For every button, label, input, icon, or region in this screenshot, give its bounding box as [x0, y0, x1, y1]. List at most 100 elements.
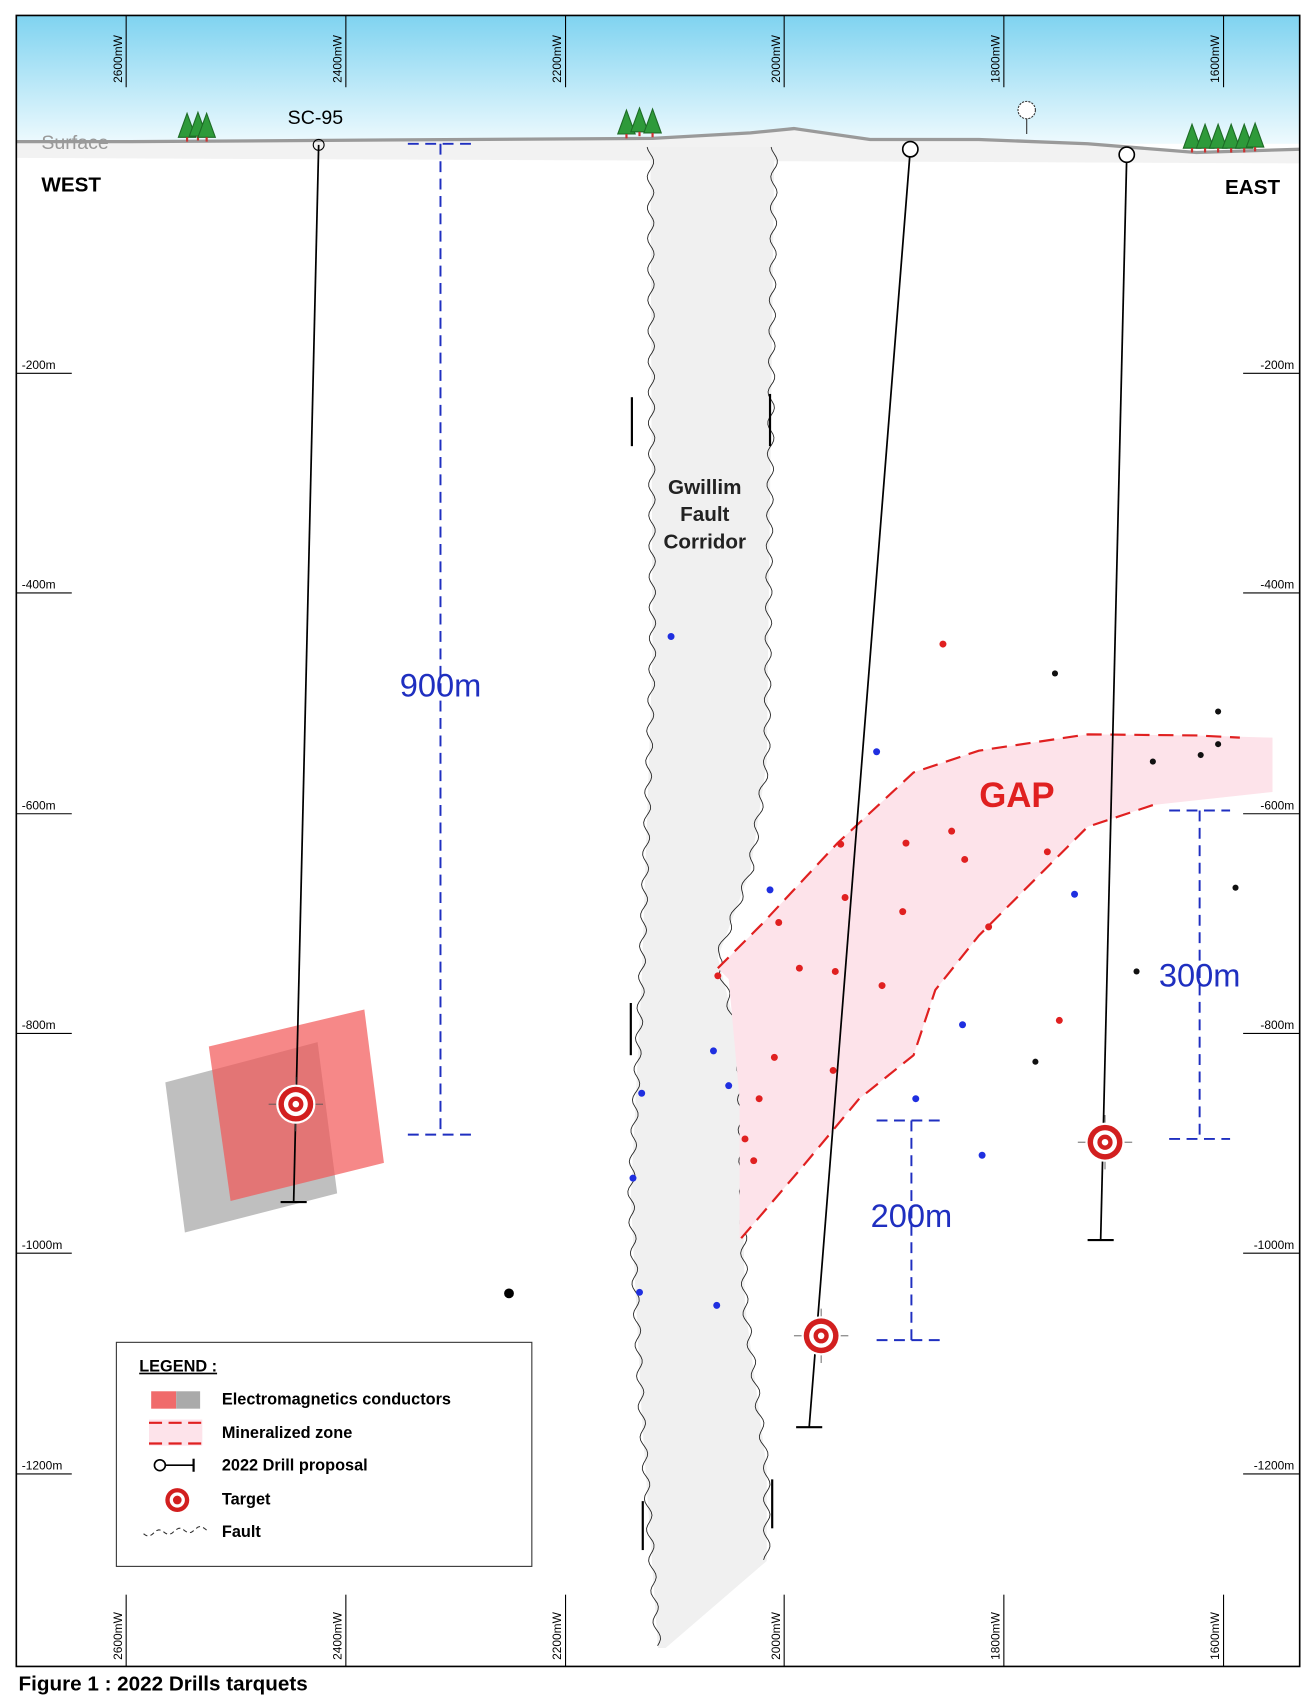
west-label: WEST	[41, 174, 101, 197]
dimension-label: 900m	[400, 666, 482, 703]
depth-label: -800m	[1260, 1018, 1294, 1032]
tree	[616, 108, 636, 135]
sample-point	[959, 1021, 967, 1029]
legend-swatch	[172, 1495, 182, 1505]
sample-point	[750, 1157, 758, 1165]
ground-stipple	[16, 128, 1300, 164]
depth-label: -600m	[22, 798, 56, 812]
sample-point	[1215, 741, 1222, 748]
sample-point	[755, 1095, 763, 1103]
zone-outline	[717, 733, 1240, 969]
sample-point	[636, 1288, 643, 1296]
fault-label: Fault	[680, 503, 729, 526]
drill-hole	[292, 144, 320, 1203]
depth-label: -600m	[1260, 798, 1294, 812]
surface-line	[16, 126, 1300, 155]
depth-label: -400m	[1260, 578, 1294, 592]
depth-label: -1200m	[1254, 1459, 1295, 1473]
sample-point	[667, 632, 675, 640]
easting-label: 1600mW	[1208, 34, 1222, 83]
sample-point	[1043, 848, 1051, 856]
sample-point	[770, 1053, 778, 1061]
sample-point	[873, 748, 881, 756]
fault-label: Corridor	[663, 530, 746, 553]
sample-point	[831, 967, 839, 975]
depth-label: -1000m	[22, 1238, 63, 1252]
legend-item: Mineralized zone	[222, 1424, 352, 1442]
sample-point	[1032, 1058, 1039, 1065]
sample-point	[878, 982, 886, 990]
sample-point	[795, 964, 803, 972]
sample-point	[629, 1174, 637, 1182]
legend-swatch	[153, 1458, 167, 1472]
depth-label: -200m	[22, 358, 56, 372]
fault-label: Gwillim	[668, 476, 741, 499]
frame	[15, 14, 1301, 1668]
collar	[1118, 146, 1136, 164]
sample-point	[504, 1288, 514, 1299]
target	[292, 1100, 300, 1108]
collar	[901, 140, 919, 158]
easting-label: 2200mW	[550, 34, 564, 83]
target	[1101, 1138, 1109, 1146]
target	[817, 1332, 825, 1340]
legend-item: Target	[222, 1490, 271, 1508]
mineralized-zone	[717, 734, 1273, 1241]
easting-label: 2000mW	[769, 34, 783, 83]
surface-label: Surface	[41, 132, 109, 154]
fault-line	[627, 146, 661, 1646]
sample-point	[766, 886, 774, 894]
easting-label: 1800mW	[989, 34, 1003, 83]
caption: Figure 1 : 2022 Drills tarquets	[18, 1672, 307, 1695]
sample-point	[961, 855, 969, 863]
sample-point	[713, 1301, 721, 1309]
sample-point	[1215, 708, 1222, 715]
easting-label: 2400mW	[331, 34, 345, 83]
dimension-label: 200m	[871, 1197, 953, 1234]
dimension-label: 300m	[1159, 957, 1241, 994]
bush	[1017, 100, 1036, 120]
sample-point	[741, 1135, 749, 1143]
collar	[312, 138, 325, 151]
legend-title: LEGEND :	[139, 1358, 217, 1376]
legend-item: Electromagnetics conductors	[222, 1390, 451, 1408]
sample-point	[725, 1082, 733, 1090]
sample-point	[985, 923, 993, 931]
sample-point	[1133, 968, 1140, 975]
sample-point	[714, 972, 722, 980]
sample-point	[841, 894, 849, 901]
legend-item: Fault	[222, 1523, 262, 1541]
zone-outline	[738, 804, 1154, 1241]
depth-label: -1000m	[1254, 1238, 1295, 1252]
sample-point	[939, 640, 947, 648]
zone-label: GAP	[979, 776, 1054, 815]
sample-point	[902, 839, 910, 847]
fault-line	[717, 146, 778, 1560]
sample-point	[1232, 884, 1239, 891]
hole-label: SC-95	[288, 107, 344, 129]
easting-label: 1600mW	[1208, 1611, 1222, 1660]
fault-corridor	[630, 147, 775, 1648]
sample-point	[978, 1151, 986, 1159]
legend-box	[115, 1341, 533, 1567]
easting-label: 2600mW	[111, 34, 125, 83]
legend-swatch	[176, 1391, 201, 1409]
easting-label: 2000mW	[769, 1611, 783, 1660]
drill-hole	[808, 149, 912, 1428]
sample-point	[948, 827, 956, 835]
sample-point	[829, 1066, 837, 1074]
legend-item: 2022 Drill proposal	[222, 1457, 368, 1475]
sample-point	[1197, 751, 1204, 759]
east-label: EAST	[1225, 176, 1280, 199]
easting-label: 2600mW	[111, 1611, 125, 1660]
sample-point	[837, 840, 845, 848]
sample-point	[1051, 670, 1059, 677]
sample-point	[1055, 1016, 1063, 1024]
sample-point	[638, 1089, 646, 1097]
depth-label: -400m	[22, 578, 56, 592]
easting-label: 2400mW	[331, 1611, 345, 1660]
depth-label: -200m	[1260, 358, 1294, 372]
sample-point	[1149, 758, 1156, 765]
